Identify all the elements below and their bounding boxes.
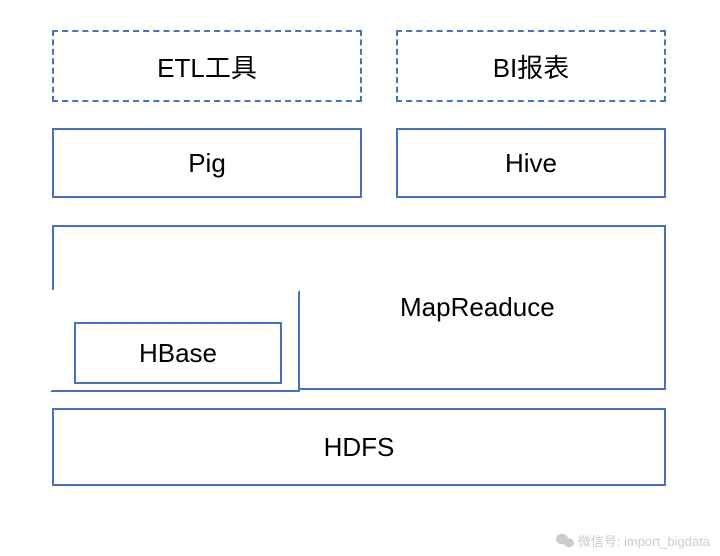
watermark-wechat: 微信号: import_bigdata xyxy=(556,531,710,550)
hive-box: Hive xyxy=(396,128,666,198)
pig-label: Pig xyxy=(188,148,226,179)
hdfs-label: HDFS xyxy=(324,432,395,463)
hadoop-architecture-diagram: ETL工具 BI报表 Pig Hive MapReaduce HBase HDF… xyxy=(0,0,720,556)
hbase-box: HBase xyxy=(74,322,282,384)
etl-label: ETL工具 xyxy=(157,48,257,85)
pig-box: Pig xyxy=(52,128,362,198)
hive-label: Hive xyxy=(505,148,557,179)
mapreduce-label: MapReaduce xyxy=(400,292,555,323)
bi-label: BI报表 xyxy=(493,48,570,85)
hdfs-box: HDFS xyxy=(52,408,666,486)
wechat-icon xyxy=(556,533,574,548)
etl-box: ETL工具 xyxy=(52,30,362,102)
watermark-text1: 微信号: import_bigdata xyxy=(578,531,710,550)
hbase-label: HBase xyxy=(139,338,217,369)
bi-box: BI报表 xyxy=(396,30,666,102)
